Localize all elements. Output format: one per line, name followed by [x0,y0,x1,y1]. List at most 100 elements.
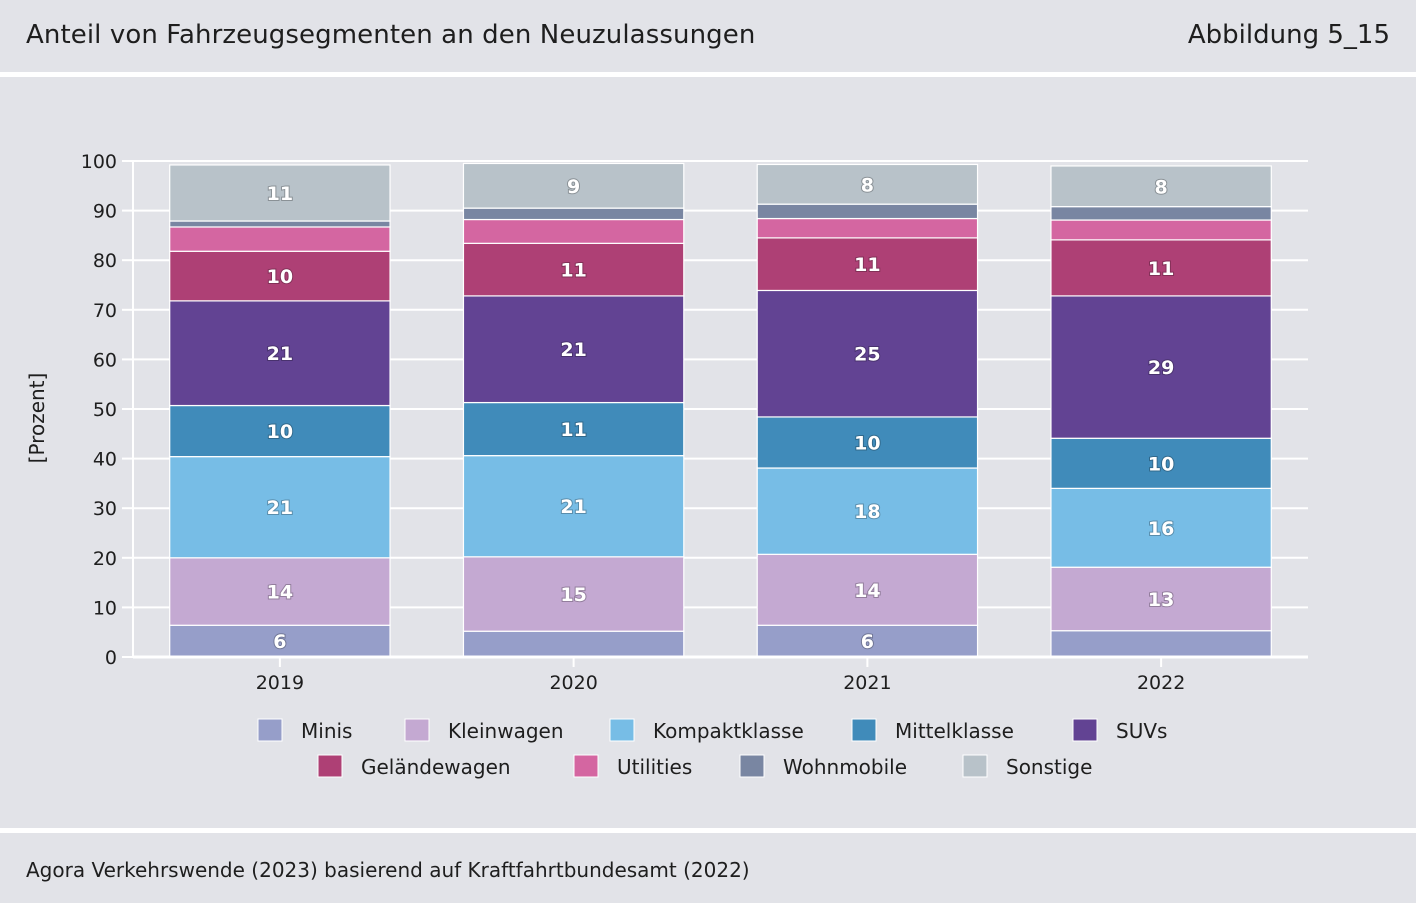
data-label-2021-suvs: 25 [854,344,880,366]
legend-swatch-wohnmobile [739,754,765,778]
y-tick-label-0: 0 [105,647,117,669]
x-tick-label-2020: 2020 [549,672,597,694]
data-label-2019-kleinwagen: 14 [267,582,293,604]
bar-2021-wohnmobile [756,203,979,220]
x-tick-label-2021: 2021 [843,672,891,694]
data-label-2020-suvs: 21 [560,339,586,361]
data-label-2020-kompaktklasse: 21 [560,496,586,518]
header-divider [0,72,1416,77]
data-label-2021-mittelklasse: 10 [854,432,880,454]
y-tick-label-50: 50 [93,399,117,421]
y-tick-label-90: 90 [93,201,117,223]
data-label-2021-kompaktklasse: 18 [854,501,880,523]
legend-label-minis: Minis [301,719,352,743]
y-tick-label-70: 70 [93,300,117,322]
axes: 0 10 20 30 40 50 60 70 80 90 100 2019 2020 2021 2022 [81,151,1308,694]
bar-2022-geländewagen [1050,239,1272,297]
legend-label-geländewagen: Geländewagen [361,755,511,779]
bar-2022-wohnmobile [1050,206,1272,221]
data-label-2019-mittelklasse: 10 [267,421,293,443]
data-label-2021-sonstige: 8 [861,174,874,196]
header: Anteil von Fahrzeugsegmenten an den Neuz… [0,0,1416,73]
x-tick-label-2019: 2019 [256,672,304,694]
figure-id: Abbildung 5_15 [1187,20,1390,50]
bar-2019-geländewagen [169,250,391,302]
y-tick-label-30: 30 [93,498,117,520]
bar-2022-mittelklasse [1050,437,1272,489]
legend-label-suvs: SUVs [1116,719,1167,743]
y-tick-label-80: 80 [93,250,117,272]
data-label-2020-geländewagen: 11 [560,260,586,282]
bar-2021-kompaktklasse [756,467,979,555]
bar-2022-sonstige [1050,165,1272,208]
bar-2019-wohnmobile [169,220,391,228]
y-tick-label-40: 40 [93,449,117,471]
y-axis-label: [Prozent] [25,373,49,464]
bar-2020-suvs [462,295,685,404]
data-label-2019-geländewagen: 10 [267,266,293,288]
y-tick-label-60: 60 [93,349,117,371]
bar-2020-sonstige [462,162,685,209]
legend-label-utilities: Utilities [617,755,692,779]
data-label-2020-mittelklasse: 11 [560,419,586,441]
legend-swatch-geländewagen [317,754,343,778]
data-label-2022-kleinwagen: 13 [1148,589,1174,611]
legend-swatch-minis [257,718,283,742]
bar-2022-utilities [1050,219,1272,241]
bar-2019-utilities [169,226,391,252]
bar-2021-utilities [756,217,979,239]
bar-2020-kompaktklasse [462,455,685,558]
bar-2022-kompaktklasse [1050,487,1272,568]
legend-swatch-mittelklasse [851,718,877,742]
x-tick-label-2022: 2022 [1137,672,1185,694]
y-tick-label-20: 20 [93,548,117,570]
y-tick-label-10: 10 [93,597,117,619]
legend-swatch-utilities [573,754,599,778]
data-label-2022-geländewagen: 11 [1148,258,1174,280]
bar-2020-minis [462,630,685,658]
legend-label-mittelklasse: Mittelklasse [895,719,1014,743]
chart-title: Anteil von Fahrzeugsegmenten an den Neuz… [26,20,756,50]
legend-swatch-kleinwagen [404,718,430,742]
bar-2021-mittelklasse [756,416,979,469]
bar-2020-mittelklasse [462,401,685,457]
data-label-2022-mittelklasse: 10 [1148,453,1174,475]
data-label-2019-kompaktklasse: 21 [267,497,293,519]
data-label-2021-geländewagen: 11 [854,254,880,276]
legend-label-kleinwagen: Kleinwagen [448,719,564,743]
bar-2020-geländewagen [462,242,685,297]
bar-2021-sonstige [756,163,979,205]
data-label-2019-sonstige: 11 [267,183,293,205]
bar-2022-suvs [1050,295,1272,439]
bar-2022-minis [1050,630,1272,658]
data-label-2020-sonstige: 9 [567,176,580,198]
legend-label-wohnmobile: Wohnmobile [783,755,907,779]
bar-2019-suvs [169,300,391,407]
bar-2021-kleinwagen [756,553,979,626]
legend: Minis Kleinwagen Kompaktklasse Mittelklasse… [257,718,1167,779]
data-label-2019-suvs: 21 [267,343,293,365]
y-tick-label-100: 100 [81,151,117,173]
bar-2020-wohnmobile [462,207,685,221]
data-label-2022-suvs: 29 [1148,357,1174,379]
bar-2021-geländewagen [756,237,979,292]
bar-2019-sonstige [169,164,391,222]
legend-label-kompaktklasse: Kompaktklasse [653,719,804,743]
data-label-2022-sonstige: 8 [1155,176,1168,198]
bars: 6 14 21 10 21 10 11 15 21 11 21 11 9 6 14 18 10 25 11 8 13 16… [169,162,1272,658]
data-label-2019-minis: 6 [273,631,286,653]
bar-2020-utilities [462,218,685,244]
bar-2019-mittelklasse [169,404,391,458]
legend-swatch-sonstige [962,754,988,778]
legend-label-sonstige: Sonstige [1006,755,1092,779]
bar-2021-suvs [756,289,979,418]
source-note: Agora Verkehrswende (2023) basierend auf… [26,858,750,882]
bar-2022-kleinwagen [1050,566,1272,632]
footer-divider [0,828,1416,833]
stacked-bar-chart: 6 14 21 10 21 10 11 15 21 11 21 11 9 6 14 18 10 25 11 8 13 16… [25,151,1308,779]
data-label-2021-minis: 6 [861,631,874,653]
data-label-2020-kleinwagen: 15 [560,584,586,606]
legend-swatch-suvs [1072,718,1098,742]
legend-swatch-kompaktklasse [609,718,635,742]
data-label-2021-kleinwagen: 14 [854,580,880,602]
